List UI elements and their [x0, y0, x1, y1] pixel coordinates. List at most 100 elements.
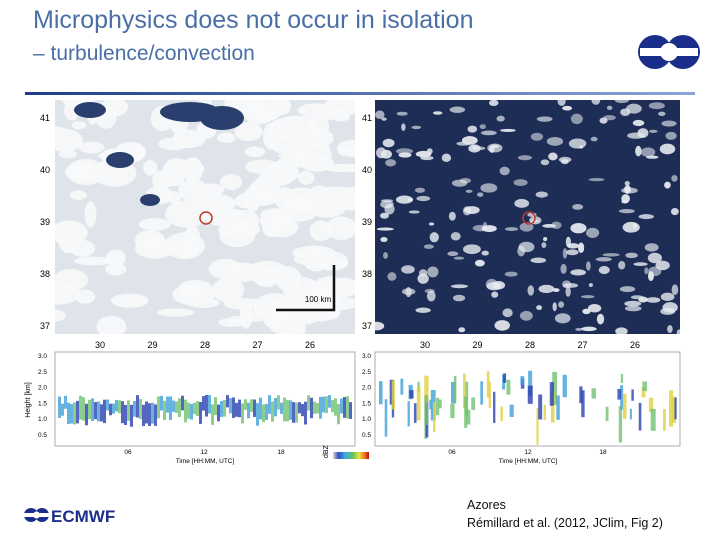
cloud [646, 297, 661, 303]
echo [641, 387, 646, 398]
cloud [602, 253, 620, 257]
echo [208, 395, 211, 414]
cloud [546, 137, 564, 146]
cloud [263, 309, 294, 330]
radar-x-tick-label: 12 [200, 449, 208, 456]
cloud [417, 273, 429, 284]
cloud [380, 199, 394, 203]
echo [433, 402, 436, 433]
cloud [540, 159, 550, 166]
cloud [267, 160, 300, 184]
echo [109, 403, 112, 416]
cloud [655, 260, 670, 271]
cloud [165, 200, 208, 228]
cloud [637, 128, 649, 138]
cloud [323, 163, 355, 173]
echo [488, 381, 491, 408]
cloud [380, 237, 388, 243]
echo [289, 400, 292, 420]
cloud [619, 286, 636, 293]
radar-x-label: Time [HH:MM, UTC] [176, 458, 235, 465]
echo [378, 381, 383, 405]
cloud [84, 201, 97, 228]
echo [250, 399, 253, 412]
echo [232, 397, 235, 418]
cloud [452, 294, 466, 302]
radar-x-tick-label: 12 [524, 449, 532, 456]
slide-subtitle: – turbulence/convection [33, 42, 255, 65]
cloud [644, 267, 649, 275]
cloud [622, 221, 640, 233]
cloud [635, 145, 642, 157]
cloud [255, 274, 277, 288]
cloud [468, 144, 481, 153]
cloud [502, 308, 513, 318]
cloud [587, 304, 602, 313]
echo [256, 403, 259, 426]
echo [280, 402, 283, 414]
cloud [614, 100, 629, 104]
echo [247, 402, 250, 419]
cloud [453, 256, 465, 260]
echo [241, 403, 244, 424]
cloud [428, 222, 435, 226]
cloud [665, 131, 677, 140]
cloud [381, 117, 387, 121]
echo [190, 403, 193, 420]
radar-plot-right [374, 351, 681, 447]
echo [391, 380, 395, 410]
echo [493, 391, 496, 423]
cloud [105, 249, 126, 267]
cloud [387, 272, 397, 281]
cloud [626, 103, 642, 114]
echo [438, 399, 442, 409]
echo [277, 395, 280, 410]
cloud [519, 310, 533, 321]
echo [642, 381, 648, 391]
cloud [182, 157, 203, 183]
cloud [530, 132, 544, 141]
radar-echo [58, 395, 352, 427]
radar-x-tick-label: 06 [124, 449, 132, 456]
lon-tick-label: 30 [95, 340, 105, 350]
cloud [467, 125, 478, 133]
cloud [463, 206, 480, 215]
cloud [667, 325, 673, 334]
echo [629, 408, 632, 420]
echo [172, 400, 175, 412]
cloud [450, 284, 469, 289]
logo-mark [638, 35, 700, 69]
cloud [500, 128, 516, 132]
echo [214, 397, 217, 416]
radar-echo [378, 370, 677, 445]
cloud [376, 227, 394, 231]
echo [486, 371, 490, 398]
cloud [649, 129, 658, 133]
echo [413, 403, 417, 423]
cloud [536, 116, 553, 122]
echo [268, 395, 271, 414]
cloud [504, 271, 518, 277]
cloud [548, 152, 558, 161]
cloud [624, 185, 631, 194]
echo [591, 388, 596, 399]
cloud [543, 237, 548, 242]
lon-tick-label: 29 [147, 340, 157, 350]
echo [622, 393, 627, 419]
echo [229, 398, 232, 414]
cloud [563, 283, 579, 288]
cloud [105, 262, 127, 276]
lon-tick-label: 28 [525, 340, 535, 350]
cloud [448, 211, 456, 221]
cloud [78, 141, 105, 154]
echo [463, 373, 466, 409]
echo [238, 399, 241, 418]
cloud [536, 305, 542, 311]
cloud [488, 100, 499, 107]
cloud [625, 252, 638, 259]
echo [262, 404, 265, 423]
cloud [582, 308, 591, 315]
cloud [474, 259, 485, 267]
